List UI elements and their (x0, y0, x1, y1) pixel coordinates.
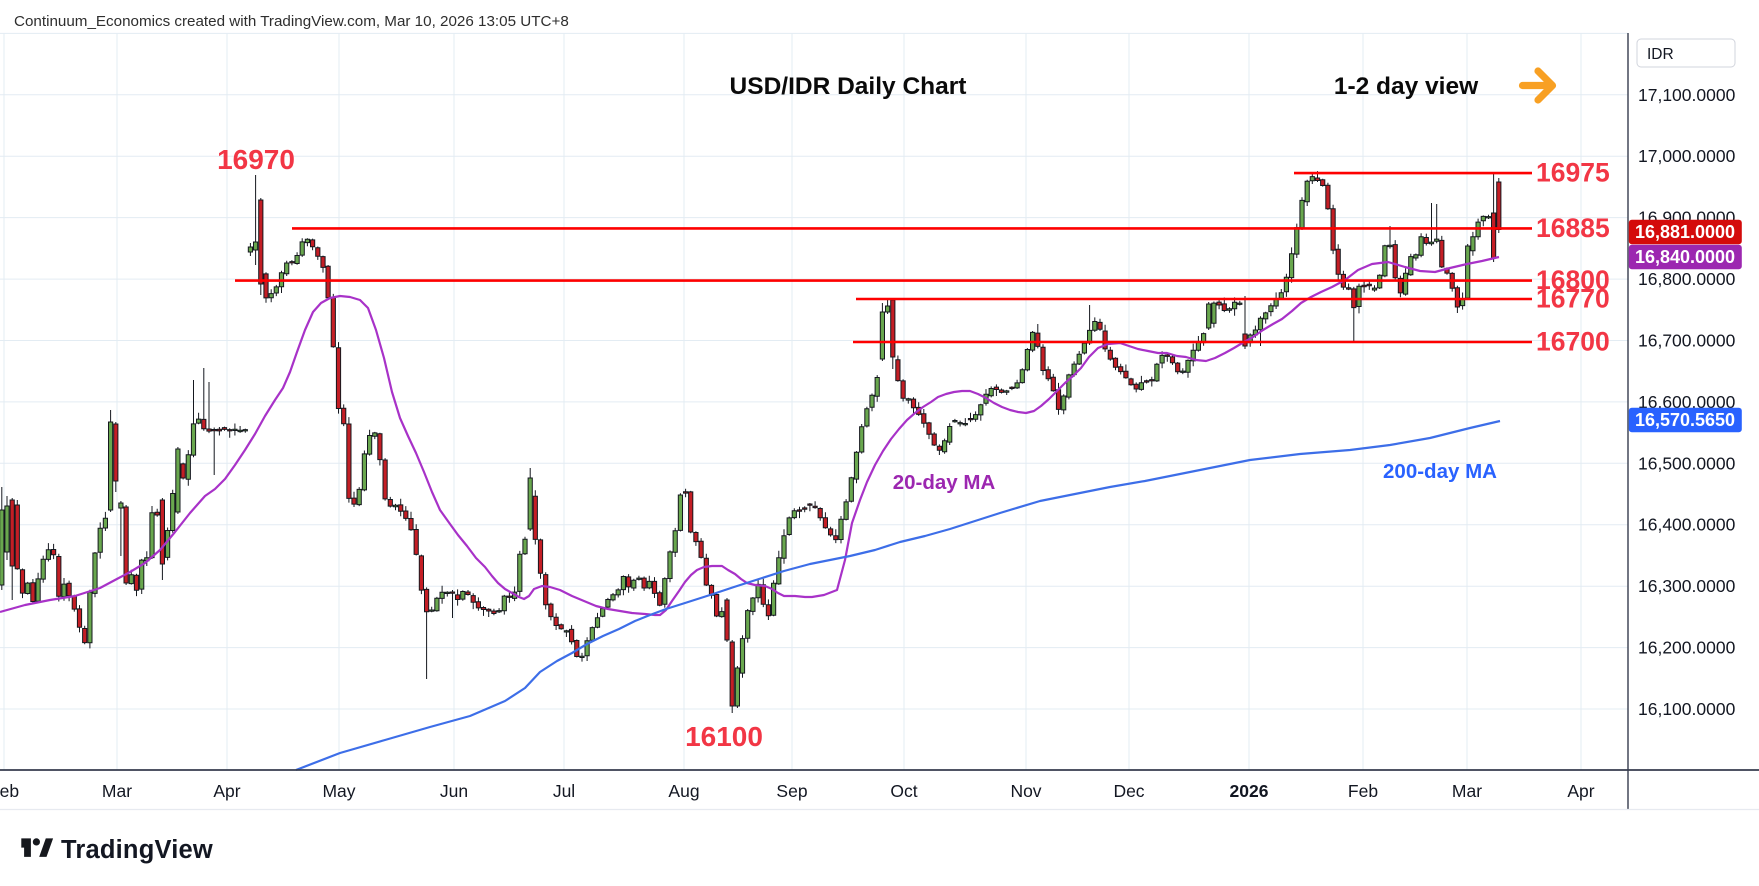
svg-text:Feb: Feb (0, 781, 19, 801)
svg-text:Jun: Jun (440, 781, 468, 801)
svg-text:Feb: Feb (1348, 781, 1378, 801)
svg-text:Aug: Aug (668, 781, 699, 801)
svg-text:16100: 16100 (685, 721, 763, 752)
svg-text:16,300.0000: 16,300.0000 (1638, 576, 1736, 596)
svg-text:Oct: Oct (890, 781, 917, 801)
svg-text:200-day MA: 200-day MA (1383, 460, 1497, 483)
svg-text:16,700.0000: 16,700.0000 (1638, 331, 1736, 351)
svg-text:16800: 16800 (1536, 265, 1610, 295)
svg-text:Apr: Apr (213, 781, 240, 801)
svg-text:16,840.0000: 16,840.0000 (1635, 247, 1735, 267)
svg-text:16,570.5650: 16,570.5650 (1635, 410, 1735, 430)
svg-text:IDR: IDR (1647, 46, 1674, 63)
svg-text:2026: 2026 (1230, 781, 1269, 801)
svg-text:17,100.0000: 17,100.0000 (1638, 85, 1736, 105)
svg-text:USD/IDR Daily Chart: USD/IDR Daily Chart (730, 73, 967, 100)
svg-text:Continuum_Economics created wi: Continuum_Economics created with Trading… (14, 13, 569, 30)
svg-text:TradingView: TradingView (61, 836, 213, 864)
svg-text:Sep: Sep (776, 781, 807, 801)
svg-text:16770: 16770 (1536, 284, 1610, 314)
svg-text:16970: 16970 (217, 144, 295, 175)
svg-text:16,800.0000: 16,800.0000 (1638, 269, 1736, 289)
svg-text:Mar: Mar (102, 781, 132, 801)
svg-text:17,000.0000: 17,000.0000 (1638, 146, 1736, 166)
svg-text:16,400.0000: 16,400.0000 (1638, 515, 1736, 535)
svg-text:Jul: Jul (553, 781, 575, 801)
svg-text:Mar: Mar (1452, 781, 1482, 801)
svg-text:16,100.0000: 16,100.0000 (1638, 699, 1736, 719)
svg-text:16885: 16885 (1536, 213, 1610, 243)
svg-text:16,600.0000: 16,600.0000 (1638, 392, 1736, 412)
svg-text:Nov: Nov (1010, 781, 1041, 801)
svg-text:16,200.0000: 16,200.0000 (1638, 638, 1736, 658)
svg-text:16975: 16975 (1536, 158, 1610, 188)
svg-text:1-2 day view: 1-2 day view (1334, 73, 1479, 100)
svg-text:Apr: Apr (1567, 781, 1594, 801)
svg-text:Dec: Dec (1113, 781, 1144, 801)
svg-text:16,500.0000: 16,500.0000 (1638, 453, 1736, 473)
svg-text:20-day MA: 20-day MA (893, 471, 996, 494)
svg-text:16,881.0000: 16,881.0000 (1635, 222, 1735, 242)
svg-text:16700: 16700 (1536, 327, 1610, 357)
svg-text:May: May (322, 781, 355, 801)
